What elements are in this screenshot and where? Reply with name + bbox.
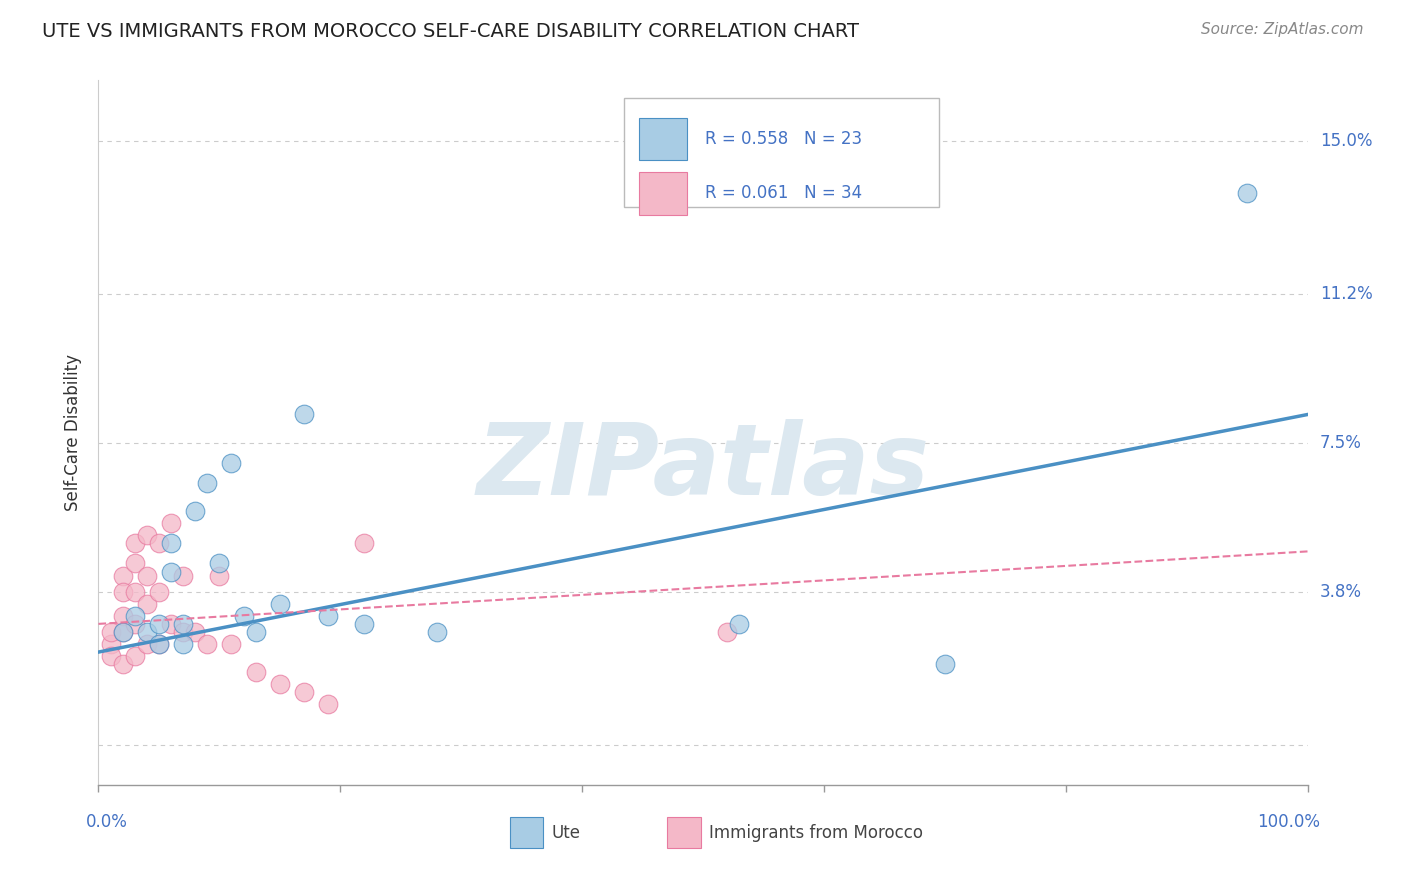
Point bbox=[111, 624, 134, 639]
Point bbox=[135, 624, 157, 639]
Point bbox=[172, 624, 194, 639]
Point bbox=[135, 597, 157, 611]
Point bbox=[148, 637, 170, 651]
Point bbox=[208, 568, 231, 582]
Point bbox=[100, 649, 122, 664]
Point bbox=[221, 456, 243, 470]
Point bbox=[111, 584, 134, 599]
Point bbox=[316, 698, 339, 712]
Text: UTE VS IMMIGRANTS FROM MOROCCO SELF-CARE DISABILITY CORRELATION CHART: UTE VS IMMIGRANTS FROM MOROCCO SELF-CARE… bbox=[42, 22, 859, 41]
Point bbox=[111, 608, 134, 623]
Text: ZIPatlas: ZIPatlas bbox=[477, 419, 929, 516]
Point bbox=[135, 528, 157, 542]
Bar bbox=[638, 172, 688, 215]
Point bbox=[269, 677, 291, 691]
Point bbox=[124, 649, 146, 664]
Point bbox=[245, 624, 267, 639]
Point bbox=[160, 516, 183, 531]
Point bbox=[148, 616, 170, 631]
Point bbox=[172, 637, 194, 651]
Point bbox=[353, 536, 375, 550]
Point bbox=[111, 624, 134, 639]
Point bbox=[124, 584, 146, 599]
Point bbox=[184, 504, 207, 518]
Text: 100.0%: 100.0% bbox=[1257, 814, 1320, 831]
Text: R = 0.558   N = 23: R = 0.558 N = 23 bbox=[706, 130, 862, 148]
Text: Ute: Ute bbox=[551, 824, 581, 842]
Text: 7.5%: 7.5% bbox=[1320, 434, 1361, 451]
Point bbox=[124, 608, 146, 623]
Point bbox=[160, 536, 183, 550]
Bar bbox=[638, 118, 688, 160]
Point bbox=[292, 685, 315, 699]
Bar bbox=[624, 98, 939, 207]
Text: Immigrants from Morocco: Immigrants from Morocco bbox=[709, 824, 924, 842]
Point bbox=[728, 616, 751, 631]
Point bbox=[111, 568, 134, 582]
Point bbox=[269, 597, 291, 611]
Text: 0.0%: 0.0% bbox=[86, 814, 128, 831]
Point bbox=[245, 665, 267, 680]
Point bbox=[172, 568, 194, 582]
Point bbox=[111, 657, 134, 672]
Text: R = 0.061   N = 34: R = 0.061 N = 34 bbox=[706, 185, 862, 202]
Point bbox=[195, 475, 218, 490]
Point bbox=[1236, 186, 1258, 200]
Point bbox=[160, 616, 183, 631]
Point bbox=[172, 616, 194, 631]
Text: 15.0%: 15.0% bbox=[1320, 132, 1372, 150]
Point bbox=[292, 408, 315, 422]
Point bbox=[135, 637, 157, 651]
Point bbox=[124, 616, 146, 631]
Point bbox=[135, 568, 157, 582]
Text: Source: ZipAtlas.com: Source: ZipAtlas.com bbox=[1201, 22, 1364, 37]
Point bbox=[353, 616, 375, 631]
Point bbox=[195, 637, 218, 651]
Point bbox=[716, 624, 738, 639]
Point bbox=[160, 565, 183, 579]
Point bbox=[124, 557, 146, 571]
Point bbox=[124, 536, 146, 550]
Text: 3.8%: 3.8% bbox=[1320, 582, 1361, 600]
Bar bbox=[509, 817, 543, 848]
Point bbox=[184, 624, 207, 639]
Point bbox=[316, 608, 339, 623]
Point bbox=[426, 624, 449, 639]
Bar bbox=[666, 817, 700, 848]
Point bbox=[221, 637, 243, 651]
Point bbox=[148, 637, 170, 651]
Point bbox=[934, 657, 956, 672]
Point bbox=[100, 624, 122, 639]
Text: 11.2%: 11.2% bbox=[1320, 285, 1372, 302]
Point bbox=[232, 608, 254, 623]
Point bbox=[100, 637, 122, 651]
Point bbox=[148, 536, 170, 550]
Point bbox=[148, 584, 170, 599]
Y-axis label: Self-Care Disability: Self-Care Disability bbox=[65, 354, 83, 511]
Point bbox=[208, 557, 231, 571]
